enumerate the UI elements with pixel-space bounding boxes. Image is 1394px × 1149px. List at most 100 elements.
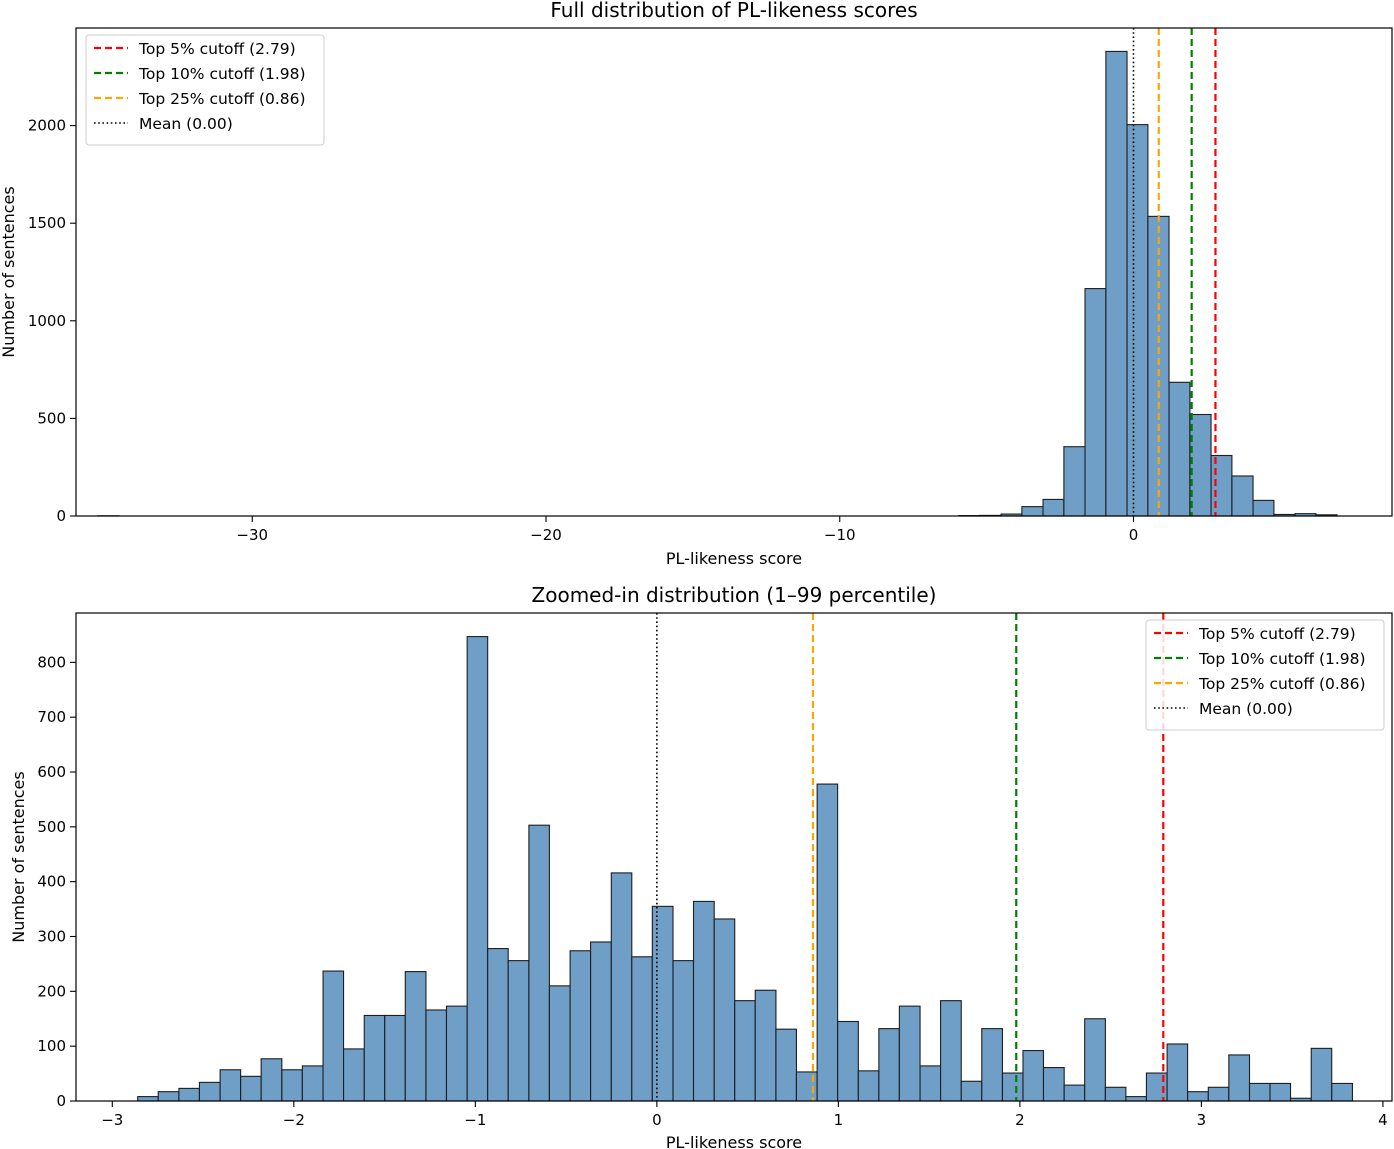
histogram-bar <box>878 1028 900 1102</box>
x-tick-label: −2 <box>283 1111 305 1129</box>
y-axis-ticks: 0 500 1000 1500 2000 <box>28 117 76 525</box>
y-tick-label: 400 <box>37 873 66 891</box>
x-axis-ticks: −3 −2 −1 0 1 2 3 4 <box>101 1101 1388 1129</box>
x-tick-label: 0 <box>652 1111 662 1129</box>
histogram-bar <box>919 1065 942 1102</box>
x-tick-label: 2 <box>1015 1111 1025 1129</box>
y-tick-label: 1500 <box>28 214 66 232</box>
y-tick-label: 200 <box>37 982 66 1000</box>
histogram-bar <box>1189 413 1212 517</box>
histogram-bar <box>1269 1082 1292 1102</box>
histogram-bar <box>178 1087 200 1102</box>
histogram-bar <box>940 1000 962 1102</box>
histogram-bar <box>1187 1091 1209 1102</box>
histogram-bar <box>260 1058 283 1102</box>
y-tick-label: 500 <box>37 818 66 836</box>
histogram-bar <box>1001 1072 1024 1102</box>
y-tick-label: 800 <box>37 653 66 671</box>
x-axis-label: PL-likeness score <box>666 549 802 568</box>
histogram-bar <box>857 1070 880 1102</box>
plot-frame <box>75 27 1393 517</box>
histogram-bar <box>1084 1018 1106 1102</box>
histogram-bar <box>322 970 345 1102</box>
histogram-bars <box>137 636 1353 1102</box>
histogram-bar <box>363 1014 386 1102</box>
histogram-bar <box>507 960 530 1102</box>
histogram-bar <box>837 1020 859 1102</box>
histogram-bar <box>1166 1043 1189 1102</box>
y-axis-label: Number of sentences <box>0 186 18 357</box>
x-tick-label: 3 <box>1197 1111 1207 1129</box>
histogram-bar <box>1231 475 1254 517</box>
histogram-bar <box>590 941 612 1102</box>
histogram-bar <box>548 985 571 1102</box>
x-tick-label: 1 <box>834 1111 844 1129</box>
legend-box <box>1145 619 1385 731</box>
legend-label: Mean (0.00) <box>1199 700 1293 718</box>
y-tick-label: 300 <box>37 928 66 946</box>
histogram-bar <box>1105 50 1128 517</box>
histogram-bar <box>157 1091 180 1102</box>
histogram-bar <box>610 872 633 1102</box>
chart-title: Zoomed-in distribution (1–99 percentile) <box>532 583 937 607</box>
y-tick-label: 1000 <box>28 312 66 330</box>
legend-label: Top 25% cutoff (0.86) <box>1198 675 1366 693</box>
histogram-bar <box>1125 1096 1147 1102</box>
legend: Top 5% cutoff (2.79) Top 10% cutoff (1.98… <box>1145 619 1385 731</box>
histogram-bar <box>384 1014 406 1102</box>
histogram-bar <box>1104 1086 1127 1102</box>
x-tick-label: 0 <box>1129 526 1139 544</box>
x-axis-ticks: −30 −20 −10 0 <box>236 516 1138 544</box>
histogram-bar <box>1310 1047 1333 1102</box>
x-tick-label: −30 <box>236 526 268 544</box>
histogram-bar <box>1248 1082 1271 1102</box>
legend: Top 5% cutoff (2.79) Top 10% cutoff (1.98… <box>85 34 325 146</box>
y-tick-label: 0 <box>56 507 66 525</box>
zoomed-distribution-chart: Zoomed-in distribution (1–99 percentile)… <box>9 583 1393 1149</box>
histogram-bar <box>734 1000 756 1102</box>
plot-frame <box>75 612 1393 1102</box>
y-tick-label: 600 <box>37 763 66 781</box>
histogram-bar <box>301 1065 324 1102</box>
histogram-bar <box>487 948 509 1102</box>
y-axis-label: Number of sentences <box>9 771 28 942</box>
histogram-bar <box>466 636 489 1102</box>
x-tick-label: −10 <box>824 526 856 544</box>
x-axis-label: PL-likeness score <box>666 1133 802 1149</box>
histogram-bar <box>1210 454 1233 517</box>
histogram-bar <box>1063 1084 1086 1102</box>
histogram-bar <box>198 1081 221 1102</box>
legend-label: Top 5% cutoff (2.79) <box>138 40 296 58</box>
legend-label: Top 10% cutoff (1.98) <box>138 65 306 83</box>
legend-label: Top 5% cutoff (2.79) <box>1198 625 1356 643</box>
x-tick-label: −1 <box>464 1111 486 1129</box>
full-distribution-chart: Full distribution of PL-likeness scores … <box>0 0 1393 568</box>
histogram-bar <box>1252 499 1275 517</box>
chart-title: Full distribution of PL-likeness scores <box>550 0 917 22</box>
legend-label: Mean (0.00) <box>139 115 233 133</box>
histogram-bar <box>672 960 695 1102</box>
histogram-bar <box>692 900 715 1102</box>
histogram-bar <box>1168 381 1191 517</box>
x-tick-label: −3 <box>101 1111 123 1129</box>
legend-label: Top 25% cutoff (0.86) <box>138 90 306 108</box>
histogram-bar <box>240 1075 262 1102</box>
histogram-bars <box>97 50 1338 517</box>
legend-box <box>85 34 325 146</box>
histogram-bar <box>425 1009 448 1102</box>
histogram-bar <box>1042 498 1065 517</box>
y-tick-label: 0 <box>56 1092 66 1110</box>
histogram-bar <box>404 971 427 1102</box>
histogram-bar <box>1331 1082 1353 1102</box>
histogram-bar <box>713 918 736 1102</box>
y-tick-label: 700 <box>37 708 66 726</box>
legend-label: Top 10% cutoff (1.98) <box>1198 650 1366 668</box>
histogram-bar <box>651 905 674 1102</box>
histogram-bar <box>898 1005 921 1102</box>
x-tick-label: 4 <box>1378 1111 1388 1129</box>
y-axis-ticks: 0 100 200 300 400 500 600 700 800 <box>37 653 76 1110</box>
histogram-bar <box>343 1048 365 1102</box>
histogram-bar <box>137 1096 159 1102</box>
histogram-bar <box>1021 506 1044 517</box>
